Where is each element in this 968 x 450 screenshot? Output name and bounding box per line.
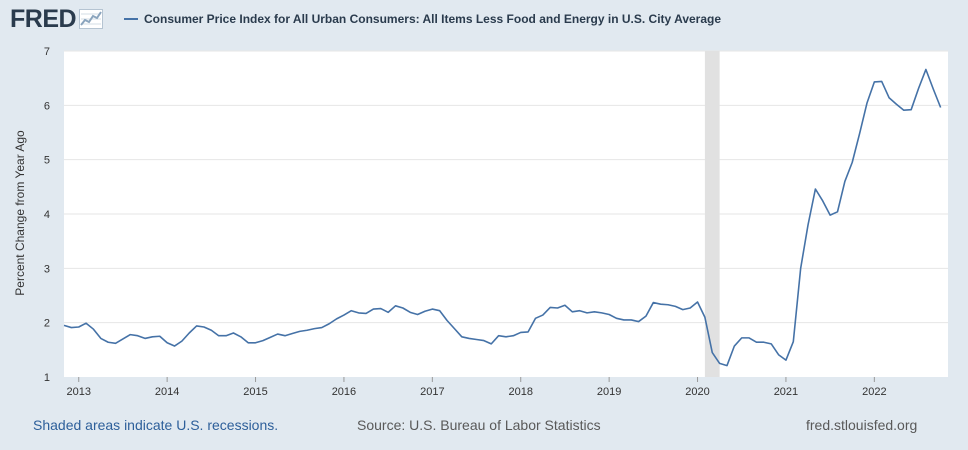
chart-header: FRED Consumer Price Index for All Urban … [0, 0, 968, 40]
y-tick-label: 7 [44, 46, 50, 58]
legend-label: Consumer Price Index for All Urban Consu… [144, 12, 722, 26]
series-line-0[interactable] [63, 68, 942, 367]
y-tick-label: 1 [44, 372, 50, 384]
fred-url: fred.stlouisfed.org [806, 417, 918, 433]
recession-note-link[interactable]: Shaded areas indicate U.S. recessions. [33, 417, 279, 433]
legend-line-swatch [124, 18, 138, 20]
x-tick-label: 2016 [332, 386, 356, 398]
gridlines [64, 50, 948, 324]
fred-logo-graph-icon [79, 9, 104, 29]
x-tick-label: 2017 [420, 386, 444, 398]
y-tick-label: 6 [44, 100, 50, 112]
x-tick-label: 2014 [155, 386, 179, 398]
x-tick-label: 2021 [774, 386, 798, 398]
recession-band-0 [704, 51, 720, 377]
x-tick-label: 2019 [597, 386, 621, 398]
y-axis-ticks: 1 2 3 4 5 6 7 [44, 46, 50, 384]
x-tick-label: 2018 [508, 386, 532, 398]
x-tick-label: 2020 [685, 386, 709, 398]
y-tick-label: 5 [44, 155, 50, 167]
source-note: Source: U.S. Bureau of Labor Statistics [357, 417, 601, 433]
y-tick-label: 4 [44, 209, 50, 221]
fred-logo[interactable]: FRED [10, 5, 104, 33]
recession-shading [704, 51, 720, 377]
chart-svg[interactable]: 1 2 3 4 5 6 7 2013 2014 2015 2016 2017 2018 2019 2020… [0, 0, 968, 400]
x-tick-label: 2013 [66, 386, 90, 398]
chart-legend[interactable]: Consumer Price Index for All Urban Consu… [124, 12, 721, 26]
y-tick-label: 2 [44, 318, 50, 330]
fred-logo-text: FRED [10, 5, 77, 33]
y-tick-label: 3 [44, 263, 50, 275]
x-tick-label: 2015 [243, 386, 267, 398]
x-tick-label: 2022 [862, 386, 886, 398]
x-axis-ticks: 2013 2014 2015 2016 2017 2018 2019 2020 2021 2022 [66, 377, 887, 398]
series-layer[interactable] [63, 68, 942, 367]
